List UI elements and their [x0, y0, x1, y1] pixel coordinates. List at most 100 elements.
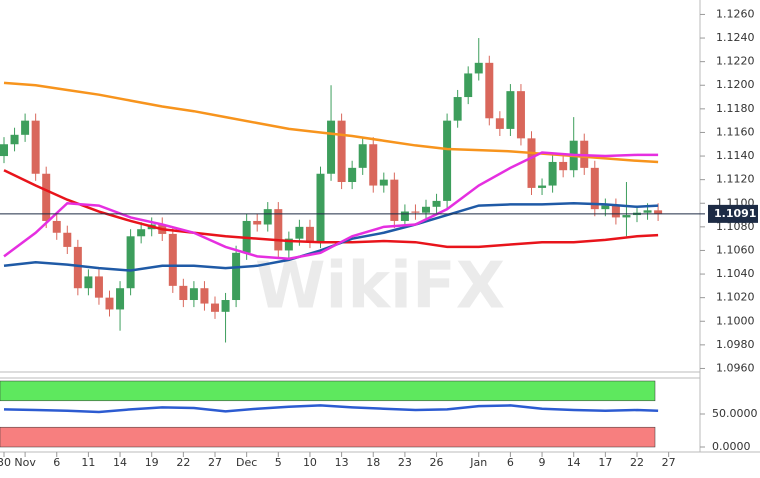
x-tick-label: 14 — [113, 456, 127, 469]
candle-body — [168, 233, 177, 286]
x-tick-label: 9 — [539, 456, 546, 469]
candle-body — [495, 118, 504, 129]
candle-body — [295, 226, 304, 239]
candle-body — [126, 236, 135, 289]
candle-body — [390, 179, 399, 221]
candle-body — [432, 200, 441, 207]
y-tick-label: 1.1140 — [716, 149, 755, 162]
candle-body — [189, 288, 198, 301]
candle-body — [327, 120, 336, 174]
candle-body — [443, 120, 452, 201]
y-tick-label: 1.0980 — [716, 338, 755, 351]
candle-body — [52, 220, 61, 233]
x-tick-label: 30 — [0, 456, 11, 469]
x-tick-label: 6 — [507, 456, 514, 469]
candle-body — [527, 138, 536, 188]
candle-body — [654, 210, 663, 214]
band — [0, 426, 656, 448]
candle-body — [105, 297, 114, 310]
candle-body — [284, 238, 293, 251]
y-tick-label: 1.1160 — [716, 125, 755, 138]
candle-body — [643, 210, 652, 213]
candle-body — [200, 288, 209, 304]
candle-body — [94, 276, 103, 298]
x-tick-label: 18 — [366, 456, 380, 469]
candle-body — [221, 300, 230, 312]
x-tick-label: 27 — [208, 456, 222, 469]
line-series — [3, 151, 659, 260]
x-tick-label: 23 — [398, 456, 412, 469]
candle-body — [232, 252, 241, 301]
candle-body — [611, 205, 620, 218]
candle-body — [337, 120, 346, 183]
candle-body — [73, 246, 82, 289]
candle-body — [253, 220, 262, 225]
y-tick-label: 1.1180 — [716, 102, 755, 115]
candle-body — [400, 211, 409, 221]
last-price-label: 1.1091 — [714, 207, 756, 220]
candle-body — [453, 97, 462, 121]
x-tick-label: 22 — [630, 456, 644, 469]
candle-body — [63, 232, 72, 247]
candle-body — [0, 144, 8, 157]
candle-body — [622, 215, 631, 218]
x-tick-label: 13 — [335, 456, 349, 469]
x-tick-label: 11 — [81, 456, 95, 469]
candle-body — [211, 303, 219, 312]
candle-body — [10, 134, 19, 145]
x-tick-label: 17 — [598, 456, 612, 469]
x-tick-label: 6 — [53, 456, 60, 469]
candle-body — [42, 173, 51, 221]
last-price-box — [708, 204, 758, 223]
y-tick-label: 1.1040 — [716, 267, 755, 280]
candle-body — [548, 161, 557, 186]
candle-body — [422, 206, 430, 213]
candle-body — [559, 161, 568, 171]
y-tick-label: 1.1080 — [716, 220, 755, 233]
y-tick-label: 1.1220 — [716, 55, 755, 68]
candle-body — [116, 288, 125, 310]
x-tick-label: 19 — [145, 456, 159, 469]
candle-body — [411, 211, 420, 213]
candle-body — [348, 167, 357, 183]
candle-body — [274, 209, 283, 251]
candle-body — [590, 167, 599, 210]
candle-body — [379, 179, 388, 186]
candle-body — [179, 285, 188, 301]
x-tick-label: 22 — [176, 456, 190, 469]
candle-body — [21, 120, 30, 135]
y-tick-label: 1.1120 — [716, 173, 755, 186]
candle-body — [84, 276, 93, 289]
candle-body — [369, 144, 378, 186]
line-series — [3, 169, 659, 249]
line-series — [3, 404, 659, 414]
y-tick-label: 1.1200 — [716, 78, 755, 91]
x-tick-label: Dec — [236, 456, 257, 469]
y-tick-label: 0.0000 — [712, 440, 751, 453]
candle-body — [31, 120, 40, 174]
y-tick-label: 1.0960 — [716, 361, 755, 374]
x-tick-label: Jan — [469, 456, 487, 469]
candle-body — [538, 185, 547, 188]
candle-body — [358, 144, 367, 168]
x-tick-label: 14 — [567, 456, 581, 469]
candle-body — [263, 209, 272, 225]
x-tick-label: 26 — [430, 456, 444, 469]
x-tick-label: 5 — [275, 456, 282, 469]
candle-body — [316, 173, 325, 242]
y-tick-label: 50.0000 — [712, 407, 758, 420]
candle-body — [305, 226, 314, 242]
band — [0, 380, 656, 402]
candle-body — [601, 205, 610, 210]
candle-body — [516, 91, 525, 139]
x-tick-label: Nov — [14, 456, 36, 469]
candle-body — [474, 62, 483, 74]
y-tick-label: 1.1260 — [716, 7, 755, 20]
y-tick-label: 1.1060 — [716, 243, 755, 256]
y-tick-label: 1.1020 — [716, 291, 755, 304]
candle-body — [506, 91, 515, 129]
y-tick-label: 1.1240 — [716, 31, 755, 44]
